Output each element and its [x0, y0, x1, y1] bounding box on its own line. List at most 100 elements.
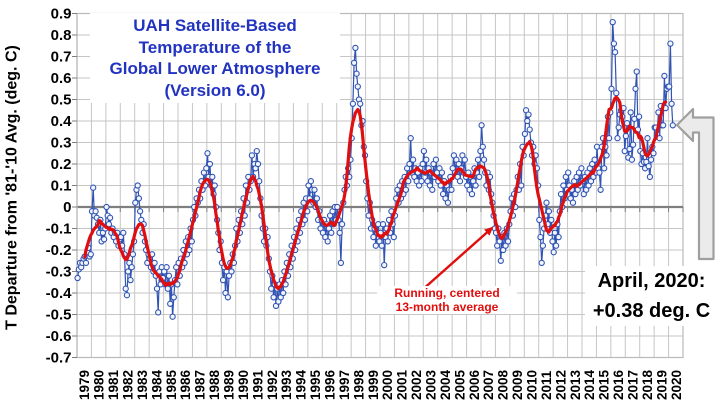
x-tick-label: 1985 [164, 369, 179, 400]
x-tick-label: 1986 [178, 369, 193, 400]
data-point-marker [669, 122, 676, 129]
x-tick-label: 2016 [611, 369, 626, 400]
data-point-marker [204, 150, 211, 157]
data-point-marker [538, 259, 545, 267]
x-tick-label: 1998 [351, 369, 366, 400]
data-point-marker [537, 233, 544, 241]
x-tick-label: 2020 [669, 370, 684, 400]
data-point-marker [74, 274, 81, 282]
data-point-marker [219, 276, 227, 284]
data-point-marker [632, 85, 639, 92]
data-point-marker [307, 178, 315, 185]
data-point-marker [203, 165, 210, 172]
y-axis-title: T Departure from '81-'10 Avg. (deg. C) [3, 45, 21, 330]
data-point-marker [129, 251, 137, 258]
annotation-line-2: 13-month average [395, 300, 499, 314]
data-point-marker [423, 156, 430, 163]
data-point-marker [609, 18, 616, 26]
data-point-marker [87, 251, 94, 258]
data-point-marker [155, 309, 162, 316]
data-point-marker [629, 141, 637, 148]
data-point-marker [337, 259, 345, 267]
y-tick-label: 0.4 [51, 113, 73, 130]
x-tick-label: 2000 [380, 370, 395, 400]
y-tick-label: 0.8 [51, 27, 72, 44]
data-point-marker [206, 160, 214, 168]
data-point-marker [409, 156, 417, 163]
data-point-marker [167, 300, 174, 307]
data-point-marker [628, 156, 636, 163]
data-point-marker [647, 156, 655, 163]
data-point-marker [661, 72, 668, 80]
data-point-marker [596, 169, 603, 176]
y-tick-label: -0.1 [46, 221, 72, 238]
data-point-marker [480, 156, 488, 163]
x-tick-label: 2010 [525, 370, 540, 400]
data-point-marker [569, 199, 577, 206]
data-point-marker [128, 264, 135, 271]
y-tick-label: -0.6 [46, 328, 72, 345]
data-point-marker [601, 165, 608, 172]
data-point-marker [645, 163, 652, 170]
y-tick-label: 0.3 [51, 135, 72, 152]
x-tick-label: 1988 [207, 369, 222, 400]
data-point-marker [122, 285, 129, 292]
data-point-marker [623, 120, 631, 127]
data-point-marker [468, 190, 476, 198]
data-point-marker [479, 143, 486, 150]
data-point-marker [132, 199, 139, 206]
y-tick-label: 0.1 [51, 178, 72, 195]
x-tick-label: 2015 [597, 369, 612, 400]
y-tick-label: -0.2 [46, 242, 72, 259]
data-point-marker [336, 229, 343, 236]
y-tick-label: -0.7 [46, 350, 72, 367]
x-tick-label: 2019 [654, 370, 669, 400]
data-point-marker [548, 216, 555, 224]
data-point-marker [551, 229, 559, 236]
data-point-marker [378, 242, 385, 249]
data-point-marker [476, 173, 483, 181]
data-point-marker [82, 259, 90, 267]
data-point-marker [124, 268, 132, 275]
data-point-marker [597, 186, 604, 193]
data-point-marker [381, 261, 388, 269]
annotation-arrow-icon [420, 226, 494, 292]
x-tick-label: 1982 [121, 370, 136, 400]
data-point-marker [438, 169, 446, 176]
running-average-line [83, 95, 668, 291]
data-point-marker [170, 294, 177, 301]
x-tick-label: 2003 [424, 369, 439, 400]
data-point-marker [253, 147, 260, 155]
running-average-annotation: Running, centered 13-month average [377, 286, 517, 314]
x-tick-label: 2008 [496, 369, 511, 400]
x-tick-label: 2004 [438, 369, 453, 400]
data-point-marker [504, 238, 512, 245]
data-point-marker [384, 238, 391, 245]
x-tick-label: 1992 [265, 370, 280, 400]
y-tick-label: -0.3 [46, 264, 72, 281]
chart-title: UAH Satellite-Based Temperature of the G… [90, 13, 340, 103]
data-point-marker [497, 257, 504, 264]
data-point-marker [603, 152, 610, 159]
data-point-marker [402, 186, 410, 193]
data-point-marker [521, 130, 529, 138]
data-point-marker [254, 160, 262, 168]
data-point-marker [518, 182, 525, 189]
data-point-marker [525, 111, 532, 118]
x-tick-label: 2006 [467, 369, 482, 400]
data-point-marker [268, 285, 275, 292]
data-point-marker [550, 249, 557, 256]
data-point-marker [338, 221, 346, 228]
y-tick-label: 0.9 [51, 6, 72, 23]
data-point-marker [552, 242, 560, 249]
y-tick-label: 0.7 [51, 49, 72, 66]
x-tick-label: 2014 [582, 369, 597, 400]
data-point-marker [420, 147, 428, 155]
data-point-marker [622, 132, 630, 140]
data-point-marker [456, 178, 464, 185]
x-tick-label: 1989 [222, 370, 237, 400]
data-point-marker [526, 126, 533, 133]
data-point-marker [615, 124, 622, 131]
data-point-marker [626, 145, 633, 153]
data-point-marker [613, 89, 620, 97]
